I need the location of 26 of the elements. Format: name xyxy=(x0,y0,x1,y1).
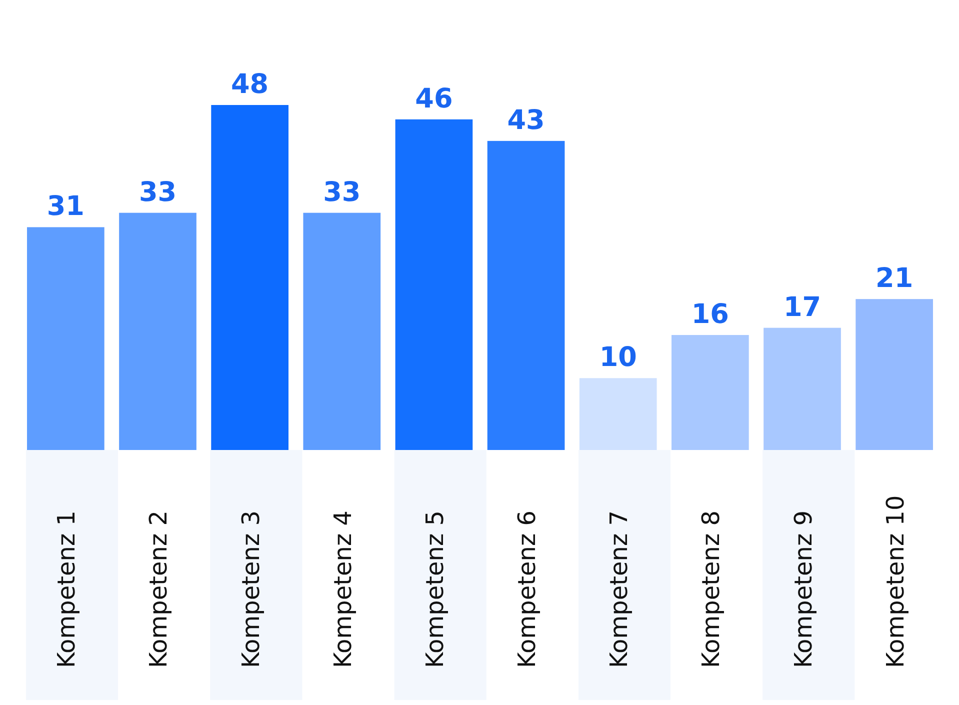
data-label: 16 xyxy=(691,299,729,330)
data-label: 21 xyxy=(876,263,914,294)
x-tick-label: Kompetenz 10 xyxy=(881,495,910,668)
data-label: 43 xyxy=(507,104,545,136)
bar xyxy=(119,212,196,450)
x-tick-label: Kompetenz 7 xyxy=(605,510,634,668)
bar xyxy=(303,212,381,450)
bar xyxy=(856,299,933,450)
x-tick-label: Kompetenz 4 xyxy=(328,510,357,668)
data-label: 33 xyxy=(138,176,177,208)
x-tick-label: Kompetenz 1 xyxy=(52,510,81,668)
data-label: 48 xyxy=(231,69,269,100)
x-tick-label: Kompetenz 2 xyxy=(144,510,173,668)
x-tick-label: Kompetenz 6 xyxy=(513,510,542,668)
x-tick-label: Kompetenz 3 xyxy=(236,510,265,668)
data-label: 10 xyxy=(599,342,637,374)
data-label: 31 xyxy=(46,191,84,222)
x-tick-label: Kompetenz 9 xyxy=(789,510,818,668)
data-label: 33 xyxy=(323,176,361,208)
bar xyxy=(672,335,749,450)
x-tick-label: Kompetenz 8 xyxy=(697,510,726,668)
bar xyxy=(579,378,657,450)
bar xyxy=(487,140,565,450)
x-tick-label: Kompetenz 5 xyxy=(420,510,449,668)
data-label: 17 xyxy=(783,292,822,323)
data-label: 46 xyxy=(415,83,453,114)
